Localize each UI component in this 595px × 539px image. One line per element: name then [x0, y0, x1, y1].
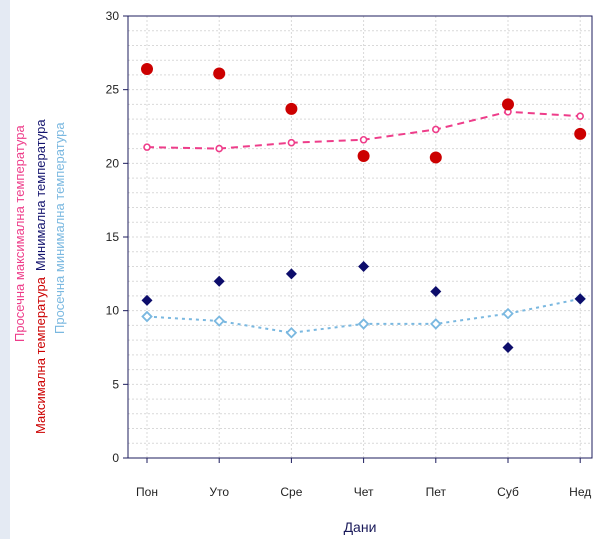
- data-point: [141, 63, 153, 76]
- data-point: [213, 275, 225, 287]
- series-2: [143, 107, 585, 153]
- data-point: [359, 135, 368, 144]
- grid: [128, 16, 592, 458]
- y-axis-title-max: Максимална температура: [33, 276, 48, 434]
- y-tick-label: 0: [112, 451, 119, 465]
- y-tick-label: 10: [106, 304, 120, 318]
- x-tick-label: Сре: [280, 485, 302, 499]
- data-point: [285, 268, 297, 280]
- y-tick-label: 30: [106, 9, 120, 23]
- left-strip: [0, 0, 10, 539]
- data-point: [502, 98, 514, 111]
- x-tick-label: Чет: [354, 485, 374, 499]
- x-tick-label: Пет: [426, 485, 447, 499]
- data-point: [574, 127, 587, 140]
- data-point: [215, 144, 223, 153]
- y-tick-label: 5: [112, 377, 119, 391]
- data-point: [285, 326, 298, 339]
- y-axis-title-min: Минимална температура: [33, 119, 48, 271]
- x-tick-label: Уто: [209, 485, 229, 499]
- y-ticks: 0 5 10 15 20 25 30: [106, 9, 128, 465]
- x-ticks: Пон Уто Сре Чет Пет Суб Нед: [136, 458, 591, 499]
- x-axis-title: Дани: [344, 519, 377, 535]
- series-4: [141, 293, 586, 339]
- y-axis-titles: Просечна максимална температура Максималн…: [12, 119, 67, 434]
- data-point: [502, 342, 514, 353]
- data-point: [429, 151, 442, 164]
- y-axis-title-avg-max: Просечна максимална температура: [12, 124, 27, 342]
- data-point: [357, 318, 370, 330]
- x-tick-label: Пон: [136, 485, 158, 499]
- data-point: [358, 260, 370, 272]
- data-point: [576, 112, 585, 120]
- x-tick-label: Суб: [497, 485, 519, 499]
- data-point: [574, 293, 586, 305]
- data-point: [213, 315, 225, 327]
- y-axis-title-avg-min: Просечна минимална температура: [52, 122, 67, 334]
- data-point: [430, 286, 442, 298]
- series-1: [141, 63, 587, 164]
- data-point: [357, 149, 370, 162]
- data-point: [213, 67, 226, 80]
- y-tick-label: 15: [106, 230, 120, 244]
- data-point: [143, 143, 151, 151]
- data-point: [430, 318, 442, 330]
- series-3: [141, 260, 586, 353]
- data-point: [285, 102, 298, 115]
- y-tick-label: 20: [106, 156, 120, 170]
- data-point: [141, 294, 153, 306]
- data-point: [431, 125, 440, 134]
- y-tick-label: 25: [106, 83, 120, 97]
- data-point: [502, 307, 514, 320]
- series-layer: [141, 63, 587, 353]
- data-point: [141, 310, 153, 323]
- data-point: [287, 138, 296, 147]
- x-tick-label: Нед: [569, 485, 591, 499]
